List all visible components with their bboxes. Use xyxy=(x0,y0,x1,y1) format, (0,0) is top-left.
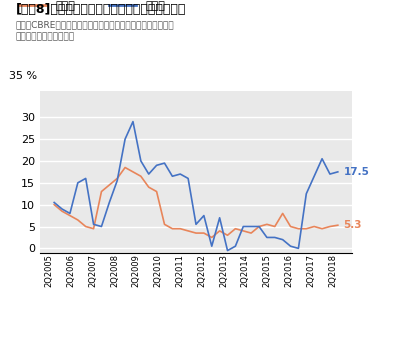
Text: [図表8]大型マルチテナント型物流施設の空室率: [図表8]大型マルチテナント型物流施設の空室率 xyxy=(16,3,186,17)
Legend: 首都圏, 近畿圏: 首都圏, 近畿圏 xyxy=(14,0,170,15)
Text: ニッセイ基礎研究所作成: ニッセイ基礎研究所作成 xyxy=(16,32,75,41)
Text: 5.3: 5.3 xyxy=(343,220,362,230)
Text: 17.5: 17.5 xyxy=(343,167,369,177)
Text: 35 %: 35 % xyxy=(9,71,37,81)
Text: 出所：CBRE「ロジスティクスマーケットレビュー」をもとに: 出所：CBRE「ロジスティクスマーケットレビュー」をもとに xyxy=(16,20,175,29)
